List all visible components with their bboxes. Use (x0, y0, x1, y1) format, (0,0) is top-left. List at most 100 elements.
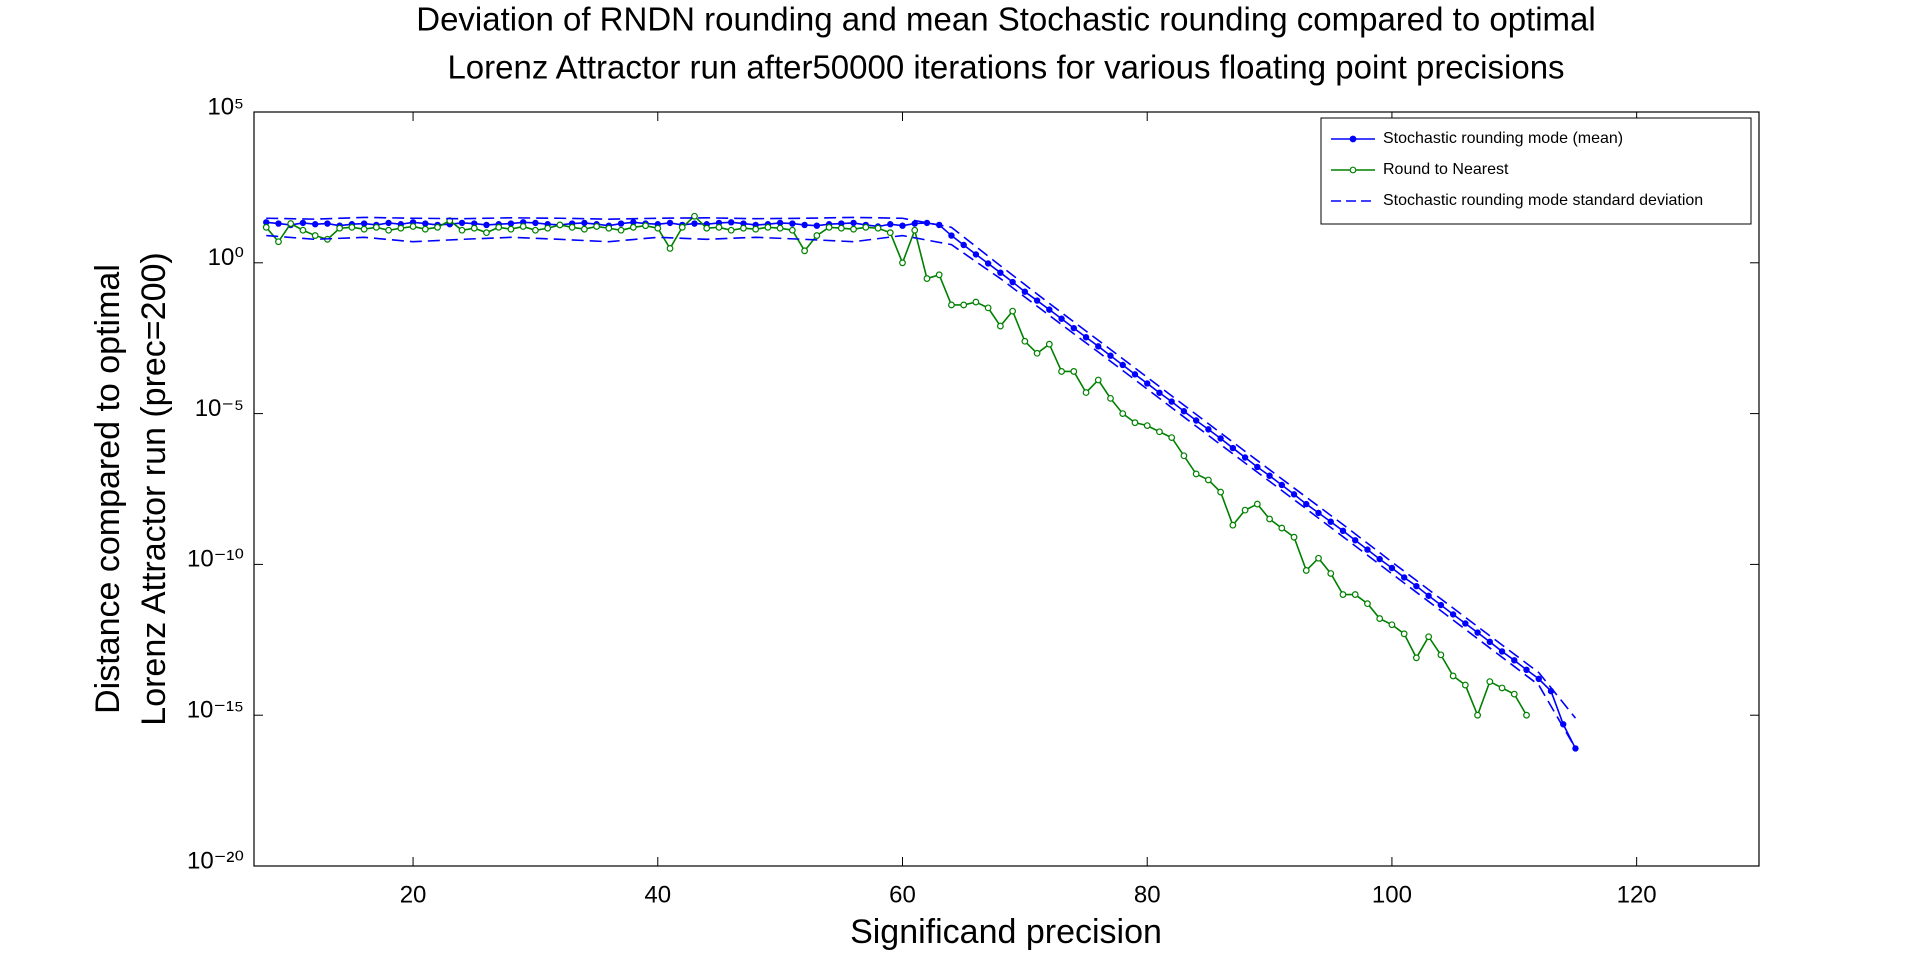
data-point (385, 219, 392, 227)
data-point (1021, 337, 1029, 345)
data-point (581, 219, 588, 227)
data-point (483, 221, 490, 229)
data-point (1449, 611, 1457, 618)
data-point (1510, 690, 1518, 698)
data-point (984, 304, 992, 312)
data-point (1449, 672, 1457, 680)
data-point (1388, 564, 1396, 572)
data-point (1388, 621, 1396, 629)
data-point (1376, 555, 1383, 563)
data-point (1290, 491, 1298, 498)
chart-title: Lorenz Attractor run after50000 iteratio… (447, 49, 1564, 86)
data-point (850, 225, 857, 233)
data-point (483, 229, 490, 237)
data-point (422, 220, 429, 227)
data-point (1511, 657, 1518, 664)
data-point (1156, 428, 1163, 436)
data-point (813, 222, 821, 229)
data-point (1192, 470, 1200, 478)
data-point (1094, 376, 1102, 384)
data-point (287, 220, 295, 227)
data-point (960, 301, 968, 309)
data-point (691, 220, 698, 227)
data-point (727, 219, 735, 226)
data-point (336, 224, 344, 232)
legend-label: Stochastic rounding mode standard deviat… (1383, 192, 1703, 209)
data-point (1486, 638, 1494, 646)
data-point (360, 225, 368, 233)
data-point (837, 224, 845, 232)
data-point (1033, 297, 1041, 304)
data-point (1364, 600, 1371, 608)
data-point (1070, 368, 1078, 375)
data-point (1327, 518, 1334, 525)
data-point (972, 251, 980, 258)
x-axis-label: Significand precision (850, 913, 1162, 951)
legend-marker (1349, 135, 1357, 143)
x-tick-label: 60 (889, 881, 916, 908)
data-point (1131, 371, 1139, 378)
data-point (544, 224, 552, 232)
legend-marker (1349, 166, 1357, 174)
y-tick-label: 10⁻⁵ (195, 395, 244, 422)
data-point (1474, 711, 1481, 719)
data-point (899, 259, 906, 267)
y-tick-label: 10⁵ (207, 93, 244, 120)
x-tick-label: 80 (1134, 881, 1161, 908)
data-point (348, 223, 356, 231)
data-point (862, 223, 870, 231)
data-point (275, 238, 282, 246)
data-point (1217, 488, 1225, 496)
data-point (605, 224, 613, 232)
y-tick-label: 10⁻¹⁰ (187, 546, 244, 573)
legend-label: Stochastic rounding mode (mean) (1383, 130, 1623, 147)
data-point (1241, 506, 1249, 514)
data-point (1303, 500, 1310, 508)
data-point (1523, 711, 1530, 719)
data-point (1400, 630, 1408, 638)
data-point (642, 222, 649, 230)
x-tick-label: 120 (1617, 881, 1657, 908)
data-point (299, 219, 307, 227)
data-point (1302, 567, 1310, 574)
data-point (1107, 352, 1114, 359)
data-point (1462, 620, 1469, 627)
data-point (997, 269, 1004, 276)
data-point (421, 225, 429, 233)
data-point (1205, 426, 1212, 433)
data-point (507, 225, 515, 233)
data-point (1376, 615, 1384, 622)
data-point (568, 223, 576, 231)
data-point (470, 224, 478, 232)
data-point (507, 220, 515, 227)
data-point (1327, 570, 1335, 577)
data-point (666, 245, 674, 252)
data-point (532, 226, 539, 234)
plot-frame (253, 111, 1760, 867)
data-point (434, 223, 441, 231)
data-point (960, 241, 967, 249)
data-point (372, 223, 380, 231)
data-point (311, 232, 319, 239)
data-point (1461, 681, 1469, 689)
y-tick-label: 10⁻¹⁵ (187, 697, 244, 724)
data-point (666, 219, 674, 227)
x-tick-label: 40 (644, 881, 671, 908)
data-point (1241, 454, 1249, 461)
x-tick-label: 20 (400, 881, 427, 908)
data-point (1486, 678, 1494, 686)
data-point (617, 220, 625, 227)
data-point (703, 224, 711, 232)
data-point (776, 219, 784, 227)
data-point (1144, 380, 1151, 387)
data-point (580, 225, 588, 233)
data-point (764, 223, 772, 231)
data-point (850, 219, 857, 227)
data-point (360, 220, 368, 227)
data-point (948, 301, 955, 309)
data-point (935, 271, 943, 279)
series-line (266, 216, 1577, 719)
data-point (409, 223, 417, 230)
data-point (1082, 389, 1090, 396)
y-tick-label: 10⁰ (208, 244, 244, 271)
